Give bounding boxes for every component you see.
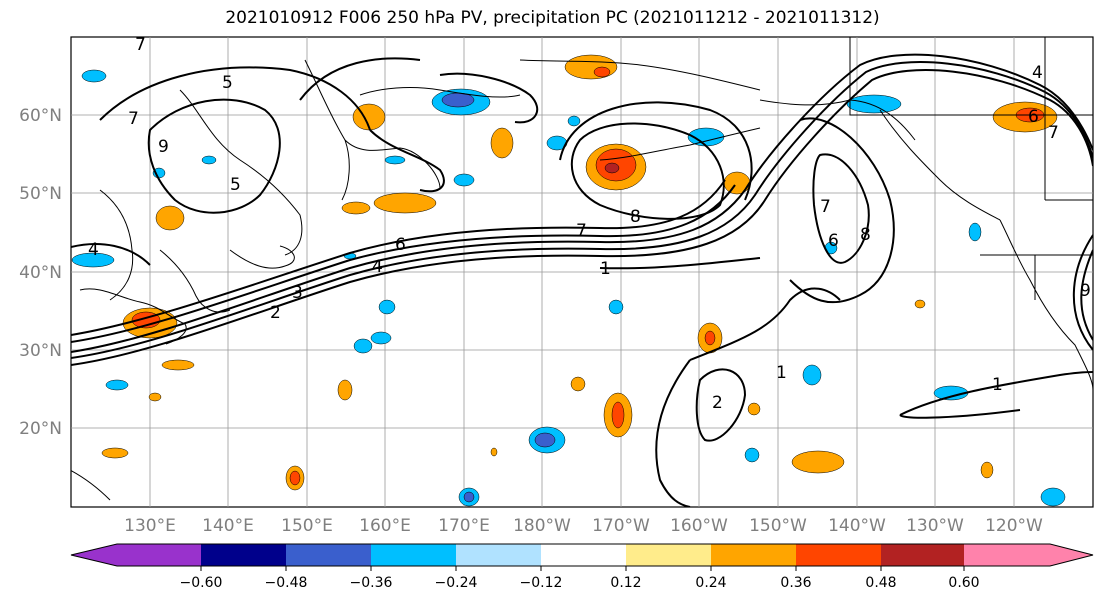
map-title: 2021010912 F006 250 hPa PV, precipitatio…	[225, 8, 880, 28]
contour-label: 3	[292, 283, 303, 303]
colorbar-tick-label: 0.60	[948, 575, 979, 591]
contour-label: 9	[158, 137, 169, 157]
colorbar-segment	[964, 544, 1093, 566]
longitude-labels: 130°E 140°E 150°E 160°E 170°E 180°W 170°…	[124, 516, 1043, 536]
lat-label-40: 40°N	[19, 263, 62, 283]
colorbar-segment	[201, 544, 286, 566]
lon-label: 140°W	[828, 516, 886, 536]
colorbar-tick-label: 0.48	[865, 575, 896, 591]
lat-label-30: 30°N	[19, 341, 62, 361]
contour-label: 7	[128, 109, 139, 129]
contour-label: 2	[270, 303, 281, 323]
colorbar-tick-label: 0.12	[610, 575, 641, 591]
contour-label: 6	[1028, 107, 1039, 127]
contour-label: 6	[828, 231, 839, 251]
contour-label: 5	[222, 73, 233, 93]
lon-label: 160°E	[359, 516, 411, 536]
lon-label: 130°E	[124, 516, 176, 536]
lon-label: 170°E	[438, 516, 490, 536]
lon-label: 160°W	[670, 516, 728, 536]
lat-label-20: 20°N	[19, 419, 62, 439]
colorbar-tick-label: −0.36	[350, 575, 393, 591]
contour-label: 7	[820, 197, 831, 217]
contour-label: 9	[1080, 281, 1091, 301]
colorbar-tick-label: −0.48	[265, 575, 308, 591]
lon-label: 120°W	[985, 516, 1043, 536]
colorbar-tick-label: 0.24	[695, 575, 726, 591]
colorbar-outline	[70, 543, 1094, 567]
colorbar-tick-label: −0.12	[520, 575, 563, 591]
contour-label: 7	[1048, 123, 1059, 143]
colorbar-tick-label: 0.36	[780, 575, 811, 591]
contour-labels: 7 5 9 7 5 4 6 4 3 2 7 8 1 1 2 1 7 8 6 4 …	[88, 35, 1091, 413]
colorbar-segment	[456, 544, 541, 566]
colorbar-segment	[626, 544, 711, 566]
contour-label: 2	[712, 393, 723, 413]
colorbar-segment	[371, 544, 456, 566]
colorbar: −0.60 −0.48 −0.36 −0.24 −0.12 0.12 0.24 …	[70, 543, 1094, 591]
colorbar-segment	[796, 544, 881, 566]
colorbar-segment	[881, 544, 964, 566]
lon-label: 170°W	[592, 516, 650, 536]
precip-anomaly-shading	[71, 54, 1066, 507]
lon-label: 150°W	[749, 516, 807, 536]
contour-label: 1	[992, 375, 1003, 395]
contour-label: 5	[230, 175, 241, 195]
pv-contours	[71, 53, 1093, 507]
lat-label-60: 60°N	[19, 106, 62, 126]
colorbar-tick-label: −0.24	[435, 575, 478, 591]
lat-label-50: 50°N	[19, 184, 62, 204]
contour-label: 8	[860, 225, 871, 245]
contour-label: 4	[88, 240, 99, 260]
latitude-labels: 60°N 50°N 40°N 30°N 20°N	[19, 106, 62, 439]
colorbar-segment	[541, 544, 626, 566]
lon-label: 180°W	[513, 516, 571, 536]
contour-label: 4	[1032, 63, 1043, 83]
contour-label: 1	[600, 259, 611, 279]
colorbar-tick-label: −0.60	[180, 575, 223, 591]
contour-label: 4	[372, 257, 383, 277]
lon-label: 140°E	[202, 516, 254, 536]
contour-label: 7	[576, 221, 587, 241]
contour-label: 1	[776, 363, 787, 383]
colorbar-segment	[711, 544, 796, 566]
contour-label: 6	[395, 235, 406, 255]
lon-label: 150°E	[281, 516, 333, 536]
contour-label: 8	[630, 207, 641, 227]
lon-label: 130°W	[906, 516, 964, 536]
colorbar-segment	[286, 544, 371, 566]
contour-label: 7	[135, 35, 146, 55]
colorbar-segment	[71, 544, 201, 566]
colorbar-ticks	[200, 566, 965, 571]
